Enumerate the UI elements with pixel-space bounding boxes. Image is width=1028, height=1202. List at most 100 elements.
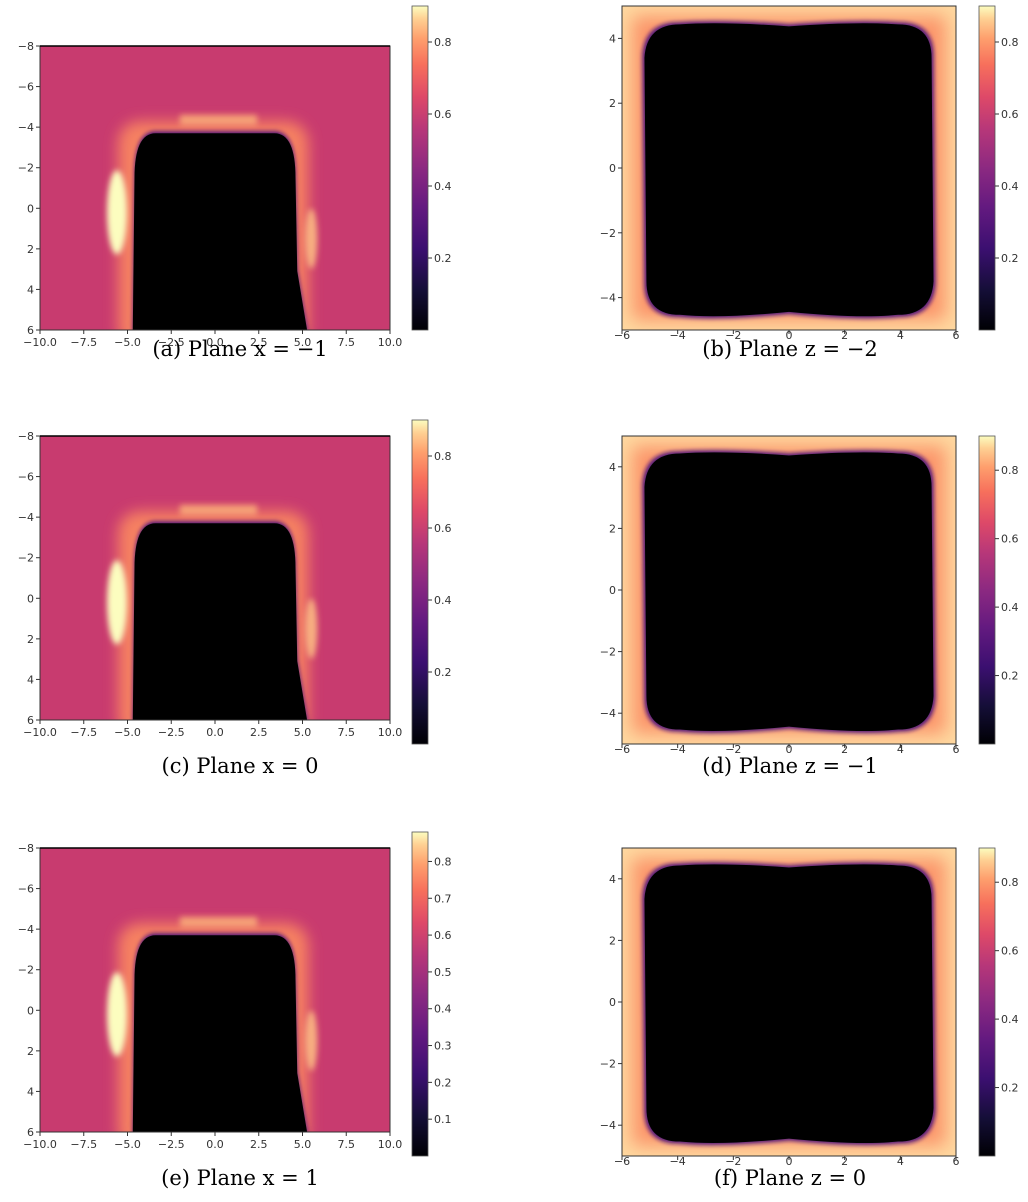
y-tick-label: −6 bbox=[18, 883, 34, 896]
colorbar-tick-label: 0.5 bbox=[434, 966, 452, 979]
x-tick-label: 2 bbox=[841, 1155, 848, 1168]
y-tick-label: −2 bbox=[600, 227, 616, 240]
colorbar-tick-label: 0.2 bbox=[434, 666, 452, 679]
y-tick-label: 4 bbox=[609, 461, 616, 474]
y-tick-label: 2 bbox=[609, 934, 616, 947]
y-tick-label: 4 bbox=[27, 283, 34, 296]
colorbar-tick-label: 0.6 bbox=[434, 929, 452, 942]
colorbar-tick-label: 0.8 bbox=[434, 855, 452, 868]
y-tick-label: 2 bbox=[609, 522, 616, 535]
x-tick-label: −2.5 bbox=[158, 336, 185, 349]
colorbar-tick-label: 0.7 bbox=[434, 892, 452, 905]
y-tick-label: −2 bbox=[600, 646, 616, 659]
colorbar-gradient bbox=[411, 419, 429, 745]
colorbar-tick-label: 0.4 bbox=[434, 594, 452, 607]
caption-e: (e) Plane x = 1 bbox=[161, 1166, 319, 1190]
y-tick-label: 0 bbox=[27, 592, 34, 605]
y-tick-label: 2 bbox=[27, 243, 34, 256]
caption-c: (c) Plane x = 0 bbox=[162, 754, 319, 778]
heatmap-f bbox=[622, 848, 956, 1156]
heatmap-e bbox=[40, 848, 390, 1132]
x-tick-label: 2 bbox=[841, 743, 848, 756]
y-tick-label: 0 bbox=[609, 996, 616, 1009]
x-tick-label: −7.5 bbox=[70, 726, 97, 739]
colorbar-d: 0.2 0.4 0.6 0.8 bbox=[978, 435, 1019, 745]
panel-f: −6 −4 −2 0 2 4 6 4 2 0 −2 −4 0.2 0.4 0.6 0.8 (f) Plane z… bbox=[600, 847, 1019, 1190]
y-tick-label: 6 bbox=[27, 324, 34, 337]
x-tick-label: −7.5 bbox=[70, 336, 97, 349]
x-tick-label: 7.5 bbox=[338, 726, 356, 739]
colorbar-tick-label: 0.6 bbox=[1001, 108, 1019, 121]
y-tick-label: −8 bbox=[18, 40, 34, 53]
colorbar-tick-label: 0.8 bbox=[434, 36, 452, 49]
colorbar-tick-label: 0.6 bbox=[1001, 945, 1019, 958]
panel-a: −10.0 −7.5 −5.0 −2.5 0.0 2.5 5.0 7.5 10.0 −8 −6 −4 −… bbox=[18, 5, 452, 361]
colorbar-tick-label: 0.4 bbox=[1001, 180, 1019, 193]
x-tick-label: 4 bbox=[897, 329, 904, 342]
glow-top-hotspot bbox=[180, 916, 257, 927]
colorbar-tick-label: 0.8 bbox=[1001, 876, 1019, 889]
x-tick-label: 6 bbox=[953, 1155, 960, 1168]
colorbar-b: 0.2 0.4 0.6 0.8 bbox=[978, 5, 1019, 331]
y-tick-label: −4 bbox=[18, 121, 34, 134]
caption-d: (d) Plane z = −1 bbox=[702, 754, 877, 778]
body-interior bbox=[644, 23, 934, 317]
caption-b: (b) Plane z = −2 bbox=[702, 337, 877, 361]
colorbar-gradient bbox=[978, 435, 996, 745]
y-tick-label: 0 bbox=[609, 584, 616, 597]
x-tick-label: 2.5 bbox=[250, 336, 268, 349]
y-tick-label: −4 bbox=[600, 1119, 616, 1132]
colorbar-f: 0.2 0.4 0.6 0.8 bbox=[978, 847, 1019, 1157]
colorbar-tick-label: 0.4 bbox=[434, 1003, 452, 1016]
x-tick-label: 2.5 bbox=[250, 726, 268, 739]
x-tick-label: 0.0 bbox=[206, 1138, 224, 1151]
colorbar-c: 0.2 0.4 0.6 0.8 bbox=[411, 419, 452, 745]
x-tick-label: −6 bbox=[614, 743, 630, 756]
y-tick-label: −2 bbox=[18, 964, 34, 977]
y-tick-label: 4 bbox=[609, 32, 616, 45]
colorbar-gradient bbox=[411, 5, 429, 331]
y-tick-label: −2 bbox=[18, 162, 34, 175]
y-tick-label: −8 bbox=[18, 430, 34, 443]
colorbar-tick-label: 0.8 bbox=[434, 450, 452, 463]
body-interior bbox=[644, 864, 934, 1143]
x-tick-label: 4 bbox=[897, 743, 904, 756]
body-interior bbox=[132, 523, 308, 720]
colorbar-gradient bbox=[978, 847, 996, 1157]
panel-b: −6 −4 −2 0 2 4 6 4 2 0 −2 −4 0.2 0.4 0.6 0.8 (b) Plane z… bbox=[600, 5, 1019, 361]
y-tick-label: −4 bbox=[600, 292, 616, 305]
x-tick-label: −4 bbox=[670, 1155, 686, 1168]
colorbar-tick-label: 0.2 bbox=[434, 252, 452, 265]
colorbar-tick-label: 0.4 bbox=[1001, 601, 1019, 614]
colorbar-tick-label: 0.6 bbox=[434, 108, 452, 121]
y-tick-label: −4 bbox=[18, 511, 34, 524]
y-tick-label: −2 bbox=[600, 1058, 616, 1071]
x-tick-label: −10.0 bbox=[23, 336, 57, 349]
colorbar-tick-label: 0.6 bbox=[1001, 533, 1019, 546]
colorbar-tick-label: 0.2 bbox=[1001, 670, 1019, 683]
colorbar-e: 0.1 0.2 0.3 0.4 0.5 0.6 0.7 0.8 bbox=[411, 831, 452, 1157]
x-tick-label: 0 bbox=[786, 1155, 793, 1168]
colorbar-tick-label: 0.4 bbox=[1001, 1013, 1019, 1026]
x-tick-label: 2 bbox=[841, 329, 848, 342]
y-tick-label: −4 bbox=[18, 923, 34, 936]
glow-top-hotspot bbox=[180, 114, 257, 125]
x-tick-label: 0.0 bbox=[206, 726, 224, 739]
colorbar-tick-label: 0.4 bbox=[434, 180, 452, 193]
y-tick-label: −8 bbox=[18, 842, 34, 855]
y-tick-label: −4 bbox=[600, 707, 616, 720]
x-tick-label: −5.0 bbox=[114, 336, 141, 349]
x-tick-label: −2 bbox=[725, 1155, 741, 1168]
heatmap-a bbox=[40, 46, 390, 330]
x-tick-label: 10.0 bbox=[378, 336, 403, 349]
x-tick-label: 5.0 bbox=[294, 1138, 312, 1151]
y-tick-label: 2 bbox=[609, 97, 616, 110]
colorbar-a: 0.2 0.4 0.6 0.8 bbox=[411, 5, 452, 331]
x-tick-label: −4 bbox=[670, 743, 686, 756]
x-tick-label: −4 bbox=[670, 329, 686, 342]
y-tick-label: 2 bbox=[27, 1045, 34, 1058]
y-tick-label: 0 bbox=[609, 162, 616, 175]
y-tick-label: 0 bbox=[27, 202, 34, 215]
colorbar-tick-label: 0.1 bbox=[434, 1113, 452, 1126]
